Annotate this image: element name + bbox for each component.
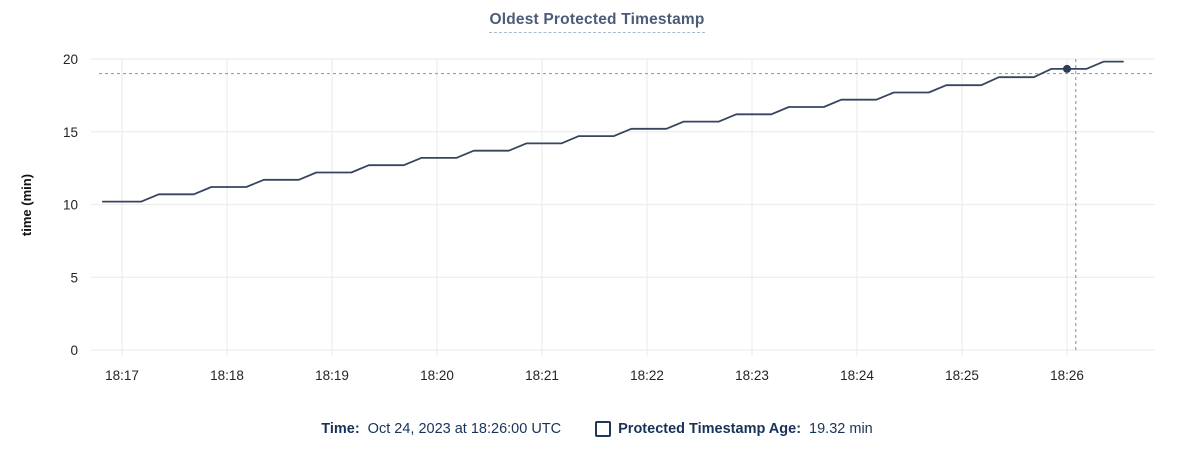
y-tick-label: 0 bbox=[70, 343, 78, 358]
y-tick-label: 5 bbox=[70, 270, 78, 285]
x-tick-label: 18:20 bbox=[420, 368, 454, 383]
series-swatch-icon[interactable] bbox=[595, 421, 612, 437]
legend-time-label: Time: bbox=[321, 421, 360, 437]
chart-title-row: Oldest Protected Timestamp bbox=[0, 11, 1194, 33]
y-tick-label: 10 bbox=[63, 198, 78, 213]
y-axis-title: time (min) bbox=[19, 174, 34, 236]
x-tick-label: 18:23 bbox=[735, 368, 769, 383]
x-tick-label: 18:26 bbox=[1050, 368, 1084, 383]
x-tick-label: 18:25 bbox=[945, 368, 979, 383]
chart-plot-area[interactable]: 0 5 10 15 20 18:17 18:18 18:19 18:20 18:21 18:22 18… bbox=[0, 0, 1194, 414]
x-tick-label: 18:22 bbox=[630, 368, 664, 383]
chart-legend: Time: Oct 24, 2023 at 18:26:00 UTC Prote… bbox=[0, 421, 1194, 437]
x-tick-label: 18:19 bbox=[315, 368, 349, 383]
y-tick-label: 15 bbox=[63, 125, 78, 140]
legend-item-protected-timestamp-age[interactable]: Protected Timestamp Age: 19.32 min bbox=[595, 421, 873, 437]
legend-series-value: 19.32 min bbox=[809, 421, 873, 437]
x-tick-label: 18:17 bbox=[105, 368, 139, 383]
legend-time-value: Oct 24, 2023 at 18:26:00 UTC bbox=[367, 421, 562, 437]
legend-item-time: Time: Oct 24, 2023 at 18:26:00 UTC bbox=[321, 421, 561, 437]
data-point-marker[interactable] bbox=[1063, 64, 1071, 73]
x-tick-label: 18:18 bbox=[210, 368, 244, 383]
x-tick-label: 18:21 bbox=[525, 368, 559, 383]
legend-series-label: Protected Timestamp Age: bbox=[618, 421, 802, 437]
x-tick-label: 18:24 bbox=[840, 368, 874, 383]
series-line-protected-timestamp-age bbox=[101, 60, 1124, 203]
chart-title[interactable]: Oldest Protected Timestamp bbox=[489, 11, 705, 33]
y-tick-label: 20 bbox=[63, 52, 78, 67]
